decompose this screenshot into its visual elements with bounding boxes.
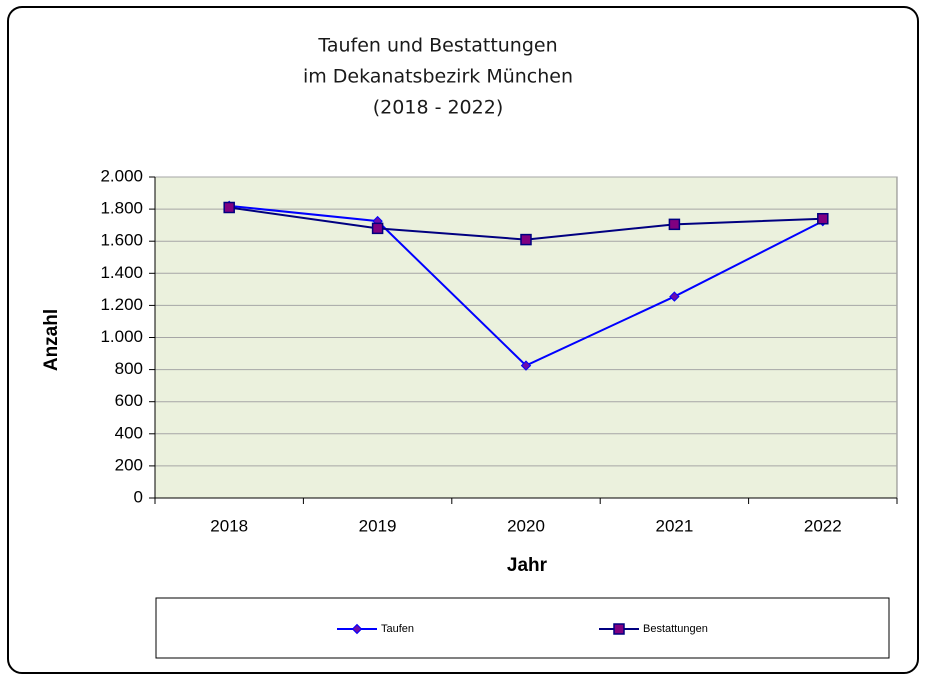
x-tick-label: 2021 xyxy=(655,516,693,535)
y-tick-label: 1.400 xyxy=(100,263,143,282)
marker xyxy=(371,222,384,235)
x-tick-label: 2020 xyxy=(507,516,545,535)
y-tick-label: 800 xyxy=(115,359,143,378)
y-tick-label: 1.800 xyxy=(100,199,143,218)
chart-title: (2018 - 2022) xyxy=(373,97,503,119)
marker xyxy=(613,623,625,635)
x-tick-label: 2022 xyxy=(804,516,842,535)
legend-box xyxy=(155,597,890,659)
marker xyxy=(223,201,235,214)
y-tick-label: 200 xyxy=(115,455,143,474)
marker xyxy=(520,360,532,371)
y-tick-label: 600 xyxy=(115,391,143,410)
x-axis-label: Jahr xyxy=(507,555,548,576)
marker xyxy=(351,623,363,635)
marker xyxy=(668,218,681,231)
marker xyxy=(520,233,532,246)
legend-label: Bestattungen xyxy=(643,623,708,635)
marker xyxy=(669,291,680,302)
y-tick-label: 400 xyxy=(115,423,143,442)
y-tick-label: 1.200 xyxy=(100,295,143,314)
y-tick-label: 1.000 xyxy=(100,327,143,346)
chart-title: Taufen und Bestattungen xyxy=(317,35,557,57)
marker xyxy=(817,212,829,225)
y-tick-label: 0 xyxy=(134,487,143,506)
y-tick-label: 1.600 xyxy=(100,231,143,250)
y-tick-label: 2.000 xyxy=(100,166,143,185)
y-axis-label: Anzahl xyxy=(41,309,62,371)
x-tick-label: 2018 xyxy=(210,516,248,535)
chart-title: im Dekanatsbezirk München xyxy=(303,66,573,88)
x-tick-label: 2019 xyxy=(359,516,397,535)
legend-label: Taufen xyxy=(381,623,414,635)
